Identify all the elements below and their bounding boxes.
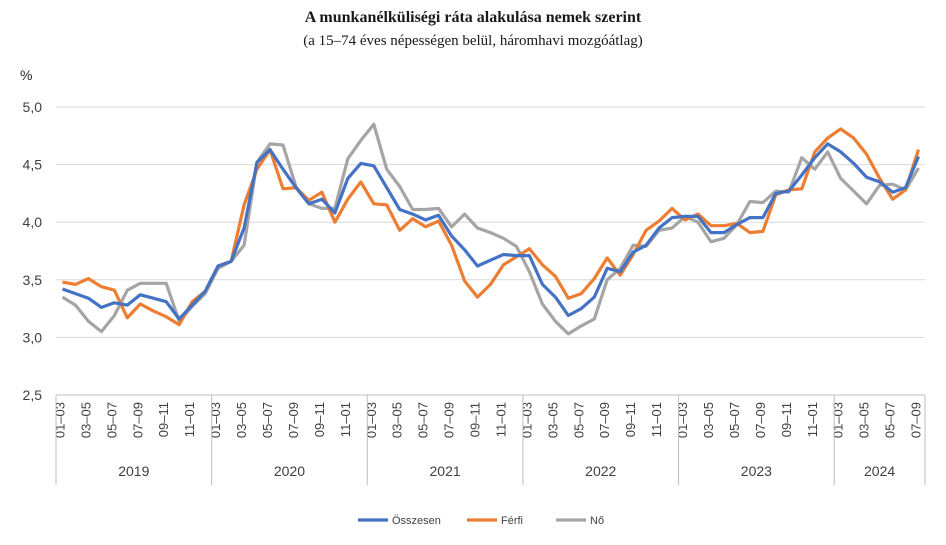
- x-tick-label: 07–09: [286, 402, 301, 438]
- x-tick-label: 09–11: [623, 402, 638, 437]
- x-tick-label: 03–05: [234, 402, 249, 438]
- chart-title: A munkanélküliségi ráta alakulása nemek …: [304, 9, 642, 26]
- legend-label: Nő: [590, 515, 604, 527]
- year-label: 2020: [274, 463, 305, 479]
- x-tick-label: 05–07: [104, 402, 119, 438]
- x-tick-label: 07–09: [130, 402, 145, 438]
- x-tick-label: 03–05: [701, 402, 716, 438]
- y-tick-label: 3,5: [23, 272, 43, 288]
- x-tick-label: 01–03: [52, 402, 67, 438]
- y-tick-label: 2,5: [23, 387, 43, 403]
- x-tick-label: 03–05: [857, 402, 872, 438]
- x-tick-label: 11–01: [493, 402, 508, 437]
- y-tick-label: 3,0: [23, 329, 43, 345]
- x-tick-label: 07–09: [442, 402, 457, 438]
- year-label: 2022: [585, 463, 616, 479]
- y-axis-unit-label: %: [20, 67, 32, 83]
- x-tick-label: 07–09: [909, 402, 924, 438]
- series-line-Férfi: [62, 127, 921, 327]
- x-tick-label: 05–07: [260, 402, 275, 438]
- x-tick-label: 05–07: [416, 402, 431, 438]
- y-tick-label: 5,0: [23, 99, 43, 115]
- x-tick-label: 03–05: [390, 402, 405, 438]
- x-tick-label: 09–11: [156, 402, 171, 437]
- x-tick-label: 03–05: [78, 402, 93, 438]
- x-tick-label: 01–03: [208, 402, 223, 438]
- year-label: 2021: [430, 463, 461, 479]
- x-tick-label: 05–07: [727, 402, 742, 438]
- x-tick-label: 07–09: [753, 402, 768, 438]
- year-label: 2019: [118, 463, 149, 479]
- y-tick-label: 4,0: [23, 214, 43, 230]
- chart-subtitle: (a 15–74 éves népességen belül, háromhav…: [303, 33, 643, 49]
- x-tick-label: 11–01: [649, 402, 664, 437]
- x-tick-label: 01–03: [364, 402, 379, 438]
- y-tick-label: 4,5: [23, 157, 43, 173]
- series-line-Összesen: [61, 142, 920, 321]
- x-tick-label: 01–03: [675, 402, 690, 438]
- year-label: 2024: [864, 463, 895, 479]
- year-label: 2023: [741, 463, 772, 479]
- x-tick-label: 07–09: [597, 402, 612, 438]
- x-tick-label: 11–01: [338, 402, 353, 437]
- x-tick-label: 09–11: [312, 402, 327, 437]
- legend-label: Férfi: [501, 515, 523, 527]
- x-tick-label: 11–01: [805, 402, 820, 437]
- x-tick-label: 05–07: [883, 402, 898, 438]
- x-tick-label: 01–03: [831, 402, 846, 438]
- x-tick-label: 05–07: [571, 402, 586, 438]
- x-tick-label: 01–03: [519, 402, 534, 438]
- x-tick-label: 11–01: [182, 402, 197, 437]
- x-tick-label: 09–11: [779, 402, 794, 437]
- x-tick-label: 03–05: [545, 402, 560, 438]
- x-tick-label: 09–11: [468, 402, 483, 437]
- legend-label: Összesen: [392, 515, 441, 527]
